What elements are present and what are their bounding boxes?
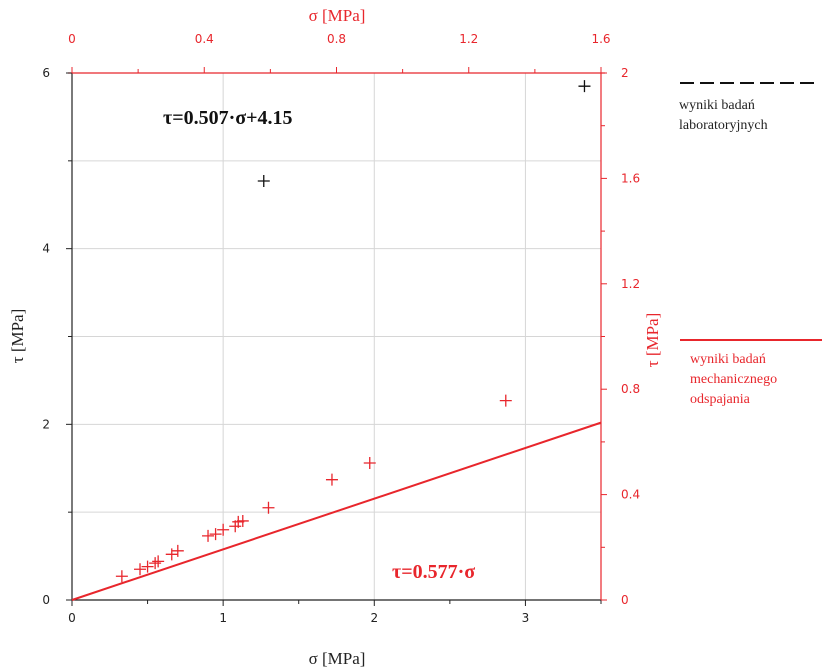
series-1-data-point xyxy=(115,570,128,583)
right-tick-label: 1.2 xyxy=(621,277,640,291)
series-1-data-point xyxy=(134,563,147,576)
left-axis-title: τ [MPa] xyxy=(8,309,27,364)
left-tick-label: 4 xyxy=(42,242,50,256)
bottom-tick-label: 1 xyxy=(219,611,227,625)
left-tick-label: 6 xyxy=(42,66,50,80)
series-1-data-point xyxy=(209,528,222,541)
bottom-tick-label: 3 xyxy=(522,611,530,625)
right-axis-ticks: 0 0.4 0.8 1.2 1.6 2 xyxy=(601,66,640,607)
left-tick-label: 2 xyxy=(42,417,50,431)
top-axis-title: σ [MPa] xyxy=(309,6,366,25)
right-tick-label: 0.4 xyxy=(621,488,640,502)
series-0-data-point xyxy=(578,80,591,93)
left-axis-ticks: 0 2 4 6 xyxy=(42,66,72,607)
right-tick-label: 2 xyxy=(621,66,629,80)
red-fit-equation: τ=0.577·σ xyxy=(392,561,475,583)
black-fit-equation: τ=0.507·σ+4.15 xyxy=(163,107,293,129)
series-1-data-point xyxy=(217,523,230,536)
right-tick-label: 0.8 xyxy=(621,382,640,396)
series-1-data-point xyxy=(363,456,376,469)
bottom-axis-ticks: 0 1 2 3 xyxy=(68,600,602,625)
right-axis-title: τ [MPa] xyxy=(643,313,662,368)
series-1-data-point xyxy=(152,555,165,568)
left-tick-label: 0 xyxy=(42,593,50,607)
right-tick-label: 1.6 xyxy=(621,171,640,185)
right-tick-label: 0 xyxy=(621,593,629,607)
series-1-data-point xyxy=(171,544,184,557)
top-axis-ticks: 0 0.4 0.8 1.2 1.6 xyxy=(68,32,611,73)
series-1-data-point xyxy=(149,557,162,570)
bottom-tick-label: 0 xyxy=(68,611,76,625)
bottom-axis-title: σ [MPa] xyxy=(309,649,366,668)
series-1-data-point xyxy=(165,548,178,561)
series-1-fit-line xyxy=(71,421,602,601)
series-1-data-point xyxy=(236,514,249,527)
bottom-tick-label: 2 xyxy=(370,611,378,625)
series-0-data-point xyxy=(257,175,270,188)
series-1-data-point xyxy=(141,560,154,573)
series-1-data-point xyxy=(325,473,338,486)
grid-lines xyxy=(71,72,601,601)
series-1-data-point xyxy=(262,501,275,514)
top-tick-label: 1.6 xyxy=(591,32,610,46)
top-tick-label: 0.8 xyxy=(327,32,346,46)
series-layer xyxy=(71,80,602,601)
top-tick-label: 0 xyxy=(68,32,76,46)
top-tick-label: 0.4 xyxy=(195,32,214,46)
legend-label-laboratory: wyniki badań laboratoryjnych xyxy=(679,98,768,133)
top-tick-label: 1.2 xyxy=(459,32,478,46)
series-1-data-point xyxy=(202,529,215,542)
legend-label-mechanical: wyniki badań mechanicznego odspajania xyxy=(690,352,778,407)
series-1-data-point xyxy=(499,394,512,407)
